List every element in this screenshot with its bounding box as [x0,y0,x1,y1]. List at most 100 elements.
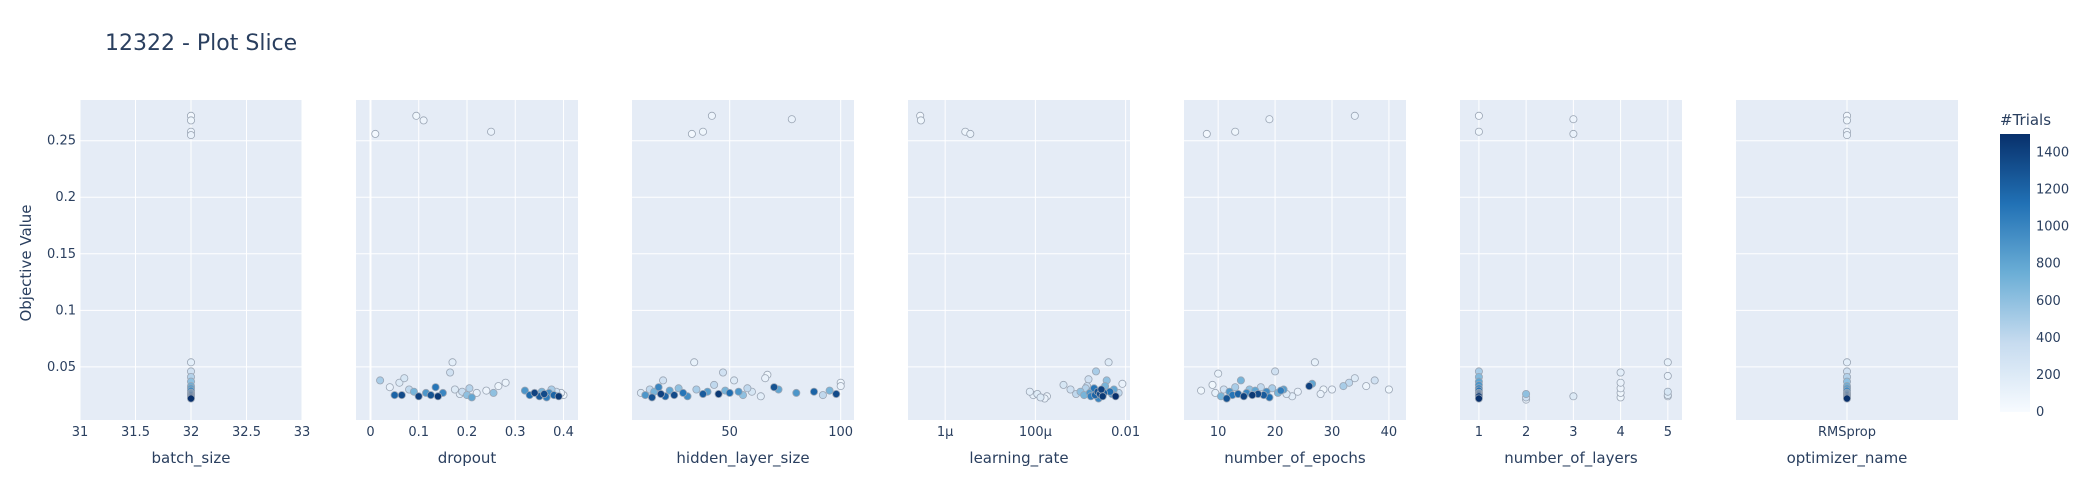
data-point [692,385,701,394]
colorbar-tick-label: 1200 [2036,183,2069,198]
data-point [1474,111,1483,120]
colorbar-tick-label: 400 [2036,331,2061,346]
data-point [699,389,708,398]
colorbar-tick-label: 600 [2036,294,2061,309]
data-point [1202,129,1211,138]
data-point [710,380,719,389]
data-point [446,368,455,377]
x-tick-label: 50 [721,425,738,440]
data-point [1616,378,1625,387]
x-tick-label: 1μ [937,425,954,440]
colorbar-tick-label: 1400 [2036,146,2069,161]
data-point [487,127,496,136]
data-point [501,378,510,387]
x-tick-label: 0.1 [408,425,429,440]
x-tick-label: 10 [1210,425,1227,440]
x-tick-label: 3 [1569,425,1577,440]
data-point [433,392,442,401]
data-point [1276,386,1285,395]
data-point [186,394,195,403]
data-point [186,116,195,125]
data-point [390,391,399,400]
panel-background [632,100,854,420]
data-point [818,391,827,400]
data-point [1098,392,1107,401]
x-axis-title: learning_rate [969,449,1068,468]
data-point [1305,382,1314,391]
data-point [494,382,503,391]
data-point [966,129,975,138]
data-point [412,111,421,120]
panel-background [1460,100,1682,420]
data-point [641,391,650,400]
data-point [787,115,796,124]
data-point [1118,379,1127,388]
data-point [656,389,665,398]
data-point [472,388,481,397]
data-point [1362,382,1371,391]
data-point [679,388,688,397]
data-point [810,387,819,396]
y-tick-label: 0.05 [47,360,76,375]
data-point [1239,392,1248,401]
data-point [654,383,663,392]
x-tick-label: RMSprop [1818,425,1876,440]
data-point [1310,358,1319,367]
x-tick-label: 31.5 [121,425,150,440]
panel-number_of_layers: 1 2 3 4 5 number_of_layers [1460,100,1682,468]
x-axis-title: hidden_layer_size [676,449,809,468]
data-point [450,385,459,394]
data-point [1248,391,1257,400]
data-point [489,388,498,397]
data-point [1293,387,1302,396]
x-tick-label: 0 [366,425,374,440]
data-point [725,388,734,397]
data-point [1663,371,1672,380]
x-axis-title: dropout [438,449,497,467]
data-point [1843,358,1852,367]
x-tick-label: 2 [1522,425,1530,440]
data-point [707,111,716,120]
data-point [699,127,708,136]
data-point [687,129,696,138]
x-tick-label: 100 [828,425,853,440]
x-tick-label: 40 [1381,425,1398,440]
data-point [520,386,529,395]
data-point [1843,131,1852,140]
data-point [659,376,668,385]
data-point [409,387,418,396]
data-point [1350,374,1359,383]
data-point [371,129,380,138]
x-tick-label: 0.3 [505,425,526,440]
data-point [1569,129,1578,138]
panel-optimizer_name: RMSprop optimizer_name [1736,100,1958,468]
y-tick-label: 0.2 [55,190,76,205]
x-tick-label: 20 [1267,425,1284,440]
panel-batch_size: 31 31.5 32 32.5 33 0.05 0.1 0.15 0.2 0.25 batch_si… [47,100,310,468]
x-tick-label: 0.4 [553,425,574,440]
data-point [1236,376,1245,385]
data-point [448,358,457,367]
data-point [1522,389,1531,398]
data-point [400,374,409,383]
x-tick-label: 0.2 [457,425,478,440]
chart-title: 12322 - Plot Slice [105,31,297,56]
data-point [1663,387,1672,396]
data-point [743,384,752,393]
data-point [465,384,474,393]
data-point [792,388,801,397]
data-point [761,374,770,383]
data-point [1084,375,1093,384]
data-point [714,389,723,398]
data-point [1474,127,1483,136]
x-axis-title: number_of_epochs [1224,449,1366,468]
data-point [1231,127,1240,136]
data-point [1370,376,1379,385]
data-point [530,388,539,397]
data-point [1097,385,1106,394]
data-point [1569,115,1578,124]
data-point [836,382,845,391]
data-point [1059,380,1068,389]
x-tick-label: 32 [183,425,200,440]
